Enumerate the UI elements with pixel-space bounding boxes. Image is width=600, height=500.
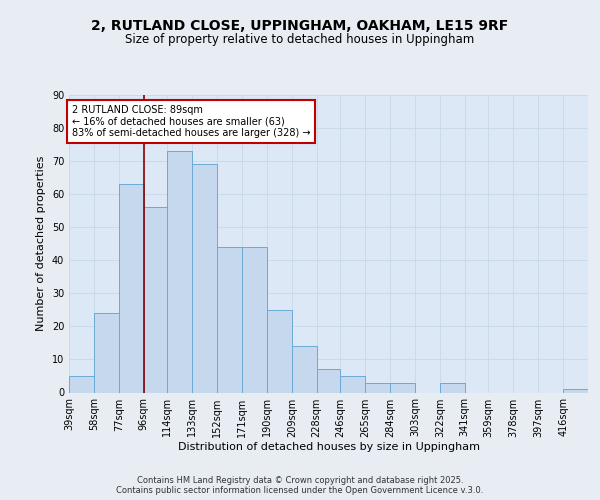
- Bar: [119, 184, 144, 392]
- Bar: [167, 151, 192, 392]
- Y-axis label: Number of detached properties: Number of detached properties: [36, 156, 46, 332]
- Bar: [292, 346, 317, 393]
- Bar: [69, 376, 94, 392]
- Bar: [94, 313, 119, 392]
- Bar: [317, 370, 340, 392]
- Text: Contains public sector information licensed under the Open Government Licence v.: Contains public sector information licen…: [116, 486, 484, 495]
- Bar: [242, 247, 267, 392]
- Bar: [563, 389, 588, 392]
- X-axis label: Distribution of detached houses by size in Uppingham: Distribution of detached houses by size …: [178, 442, 479, 452]
- Bar: [144, 208, 167, 392]
- Bar: [365, 382, 390, 392]
- Bar: [440, 382, 465, 392]
- Text: 2 RUTLAND CLOSE: 89sqm
← 16% of detached houses are smaller (63)
83% of semi-det: 2 RUTLAND CLOSE: 89sqm ← 16% of detached…: [71, 105, 310, 138]
- Bar: [340, 376, 365, 392]
- Text: Size of property relative to detached houses in Uppingham: Size of property relative to detached ho…: [125, 33, 475, 46]
- Bar: [267, 310, 292, 392]
- Bar: [217, 247, 242, 392]
- Bar: [390, 382, 415, 392]
- Text: Contains HM Land Registry data © Crown copyright and database right 2025.: Contains HM Land Registry data © Crown c…: [137, 476, 463, 485]
- Bar: [192, 164, 217, 392]
- Text: 2, RUTLAND CLOSE, UPPINGHAM, OAKHAM, LE15 9RF: 2, RUTLAND CLOSE, UPPINGHAM, OAKHAM, LE1…: [91, 19, 509, 33]
